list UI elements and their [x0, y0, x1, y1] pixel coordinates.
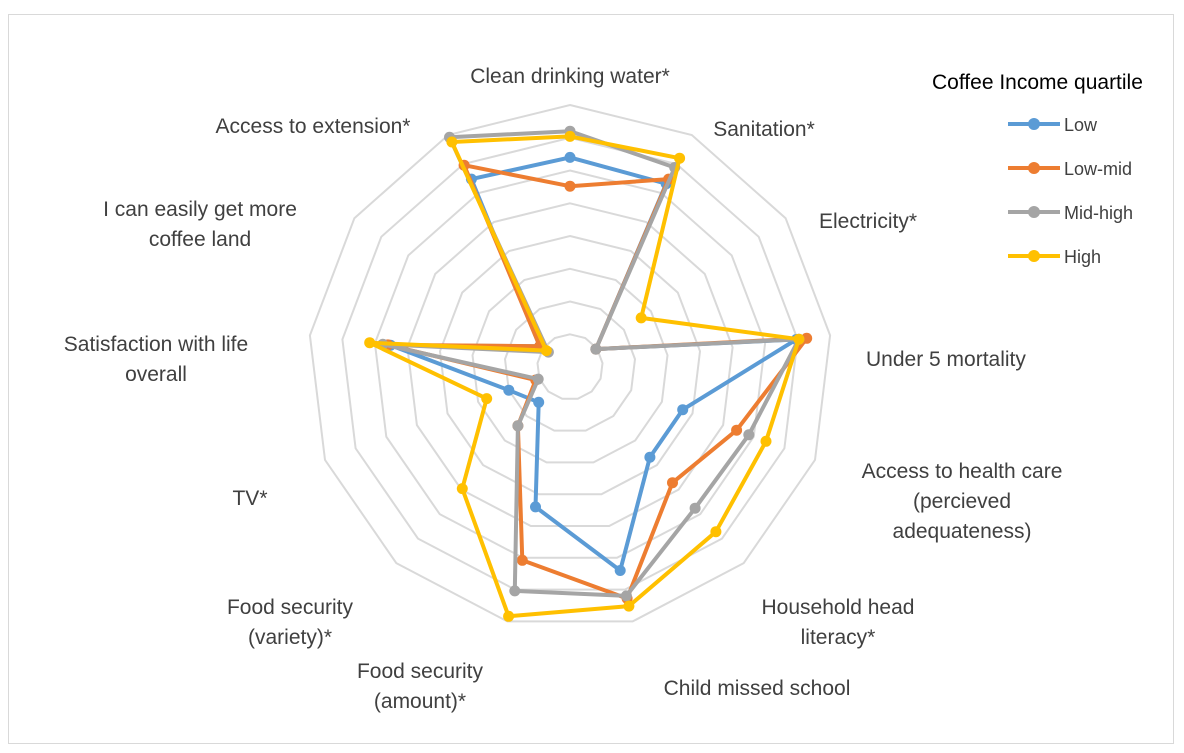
- grid-ring-5: [406, 202, 734, 527]
- axis-label-10: TV*: [232, 487, 267, 510]
- grid-ring-6: [373, 169, 767, 559]
- axis-label-9-line-2: (variety)*: [248, 626, 332, 649]
- axis-label-12-line-1: I can easily get more: [103, 198, 297, 221]
- data-point-high-11: [364, 337, 376, 349]
- axis-label-8-line-2: (amount)*: [374, 690, 466, 713]
- axis-label-3: Electricity*: [819, 210, 917, 233]
- legend-item-high: High: [1008, 247, 1101, 267]
- data-point-low-1: [564, 151, 576, 163]
- data-point-high-8: [503, 610, 515, 622]
- axis-label-5-line-1: Access to health care: [862, 460, 1063, 483]
- axis-label-2: Sanitation*: [713, 118, 815, 141]
- legend-marker-low: [1028, 118, 1040, 130]
- axis-label-1: Clean drinking water*: [470, 65, 670, 88]
- legend-title: Coffee Income quartile: [932, 71, 1143, 94]
- data-point-high-2: [674, 152, 686, 164]
- data-point-low-7: [614, 565, 626, 576]
- axis-label-9: Food security (variety)*: [227, 596, 354, 649]
- data-point-high-6: [710, 526, 722, 538]
- series-line-low: [388, 155, 799, 573]
- series-line-high: [367, 134, 801, 619]
- axis-label-10-line-1: TV*: [232, 487, 267, 510]
- axis-label-12: I can easily get more coffee land: [103, 198, 297, 251]
- grid-ring-8: [308, 103, 832, 623]
- data-point-low-5: [677, 404, 689, 416]
- legend-item-low-mid: Low-mid: [1008, 159, 1132, 179]
- data-point-high-13: [446, 136, 458, 148]
- axis-label-7: Child missed school: [664, 677, 851, 700]
- data-point-low-mid-5: [731, 424, 743, 436]
- grid-ring-3: [471, 267, 669, 464]
- data-point-low-6: [644, 451, 656, 463]
- axis-label-12-line-2: coffee land: [149, 228, 251, 251]
- series-high: [364, 130, 805, 622]
- data-point-low-mid-6: [667, 477, 678, 489]
- axis-label-4-line-1: Under 5 mortality: [866, 348, 1026, 371]
- axis-label-13-line-1: Access to extension*: [216, 115, 411, 138]
- grid-ring-1: [536, 333, 604, 400]
- data-point-high-9: [456, 483, 468, 495]
- data-point-mid-high-8: [509, 585, 521, 597]
- data-point-mid-high-7: [620, 590, 632, 602]
- legend-marker-low-mid: [1028, 162, 1040, 174]
- data-point-high-3: [635, 312, 647, 324]
- axis-label-3-line-1: Electricity*: [819, 210, 917, 233]
- axis-label-11: Satisfaction with life overall: [64, 333, 248, 386]
- legend-marker-mid-high: [1028, 206, 1040, 218]
- data-point-high-5: [760, 435, 772, 447]
- legend-marker-high: [1028, 250, 1040, 262]
- axis-label-layer: Clean drinking water* Sanitation* Electric…: [64, 65, 1063, 713]
- data-point-high-7: [623, 600, 635, 612]
- data-point-low-mid-8: [516, 554, 528, 566]
- data-point-low-10: [503, 384, 515, 396]
- axis-label-4: Under 5 mortality: [866, 348, 1026, 371]
- data-point-mid-high-3: [590, 343, 602, 355]
- data-point-low-9: [533, 396, 545, 408]
- data-point-low-mid-1: [564, 180, 576, 192]
- axis-label-5-line-2: (percieved: [913, 490, 1011, 513]
- axis-label-8-line-1: Food security: [357, 660, 484, 683]
- axis-label-11-line-2: overall: [125, 363, 187, 386]
- axis-label-6: Household head literacy*: [762, 596, 915, 649]
- data-point-mid-high-5: [743, 429, 755, 441]
- legend-label-mid-high: Mid-high: [1064, 203, 1133, 223]
- grid-ring-7: [341, 136, 799, 591]
- axis-label-7-line-1: Child missed school: [664, 677, 851, 700]
- legend-label-high: High: [1064, 247, 1101, 267]
- axis-label-5-line-3: adequateness): [893, 520, 1032, 543]
- grid-ring-2: [503, 300, 637, 432]
- data-point-high-1: [564, 130, 576, 142]
- data-point-high-4: [793, 333, 805, 345]
- axis-label-11-line-1: Satisfaction with life: [64, 333, 248, 356]
- series-layer: [364, 125, 813, 622]
- data-point-high-10: [481, 393, 493, 405]
- legend-label-low: Low: [1064, 115, 1098, 135]
- axis-label-9-line-1: Food security: [227, 596, 354, 619]
- axis-label-2-line-1: Sanitation*: [713, 118, 815, 141]
- data-point-mid-high-10: [532, 373, 544, 385]
- axis-label-8: Food security (amount)*: [357, 660, 484, 713]
- axis-label-1-line-1: Clean drinking water*: [470, 65, 670, 88]
- axis-label-5: Access to health care (percieved adequaten…: [862, 460, 1063, 543]
- grid-ring-4: [438, 234, 702, 496]
- data-point-mid-high-6: [689, 502, 701, 514]
- legend-item-low: Low: [1008, 115, 1098, 135]
- axis-label-6-line-1: Household head: [762, 596, 915, 619]
- data-point-high-12: [540, 345, 552, 357]
- data-point-mid-high-9: [512, 420, 524, 432]
- legend: Coffee Income quartile Low Low-mid Mid-hig…: [932, 71, 1143, 267]
- legend-label-low-mid: Low-mid: [1064, 159, 1132, 179]
- axis-label-6-line-2: literacy*: [801, 626, 876, 649]
- legend-items: Low Low-mid Mid-high High: [1008, 115, 1133, 267]
- data-point-low-8: [530, 501, 541, 513]
- legend-item-mid-high: Mid-high: [1008, 203, 1133, 223]
- axis-label-13: Access to extension*: [216, 115, 411, 138]
